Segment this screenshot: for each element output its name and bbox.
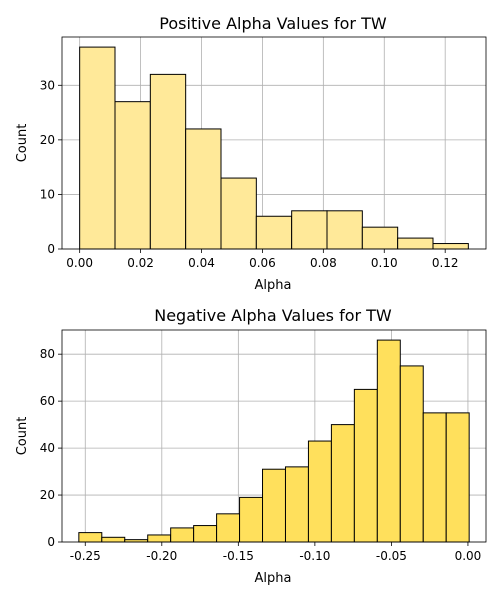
x-axis-label: Alpha (255, 278, 292, 293)
histogram-bar (185, 128, 222, 250)
x-tick-label: 0.00 (455, 549, 482, 563)
x-tick-label: 0.06 (249, 256, 276, 270)
histogram-bar (361, 226, 399, 250)
plot-frame (61, 36, 487, 250)
histogram-bar (376, 339, 401, 543)
y-axis-label: Count (15, 417, 30, 456)
histogram-bar (307, 440, 332, 543)
histogram-bar (262, 468, 286, 543)
x-tick-label: -0.20 (146, 549, 177, 563)
histogram-bar (284, 466, 309, 543)
x-axis-ticks: -0.25 -0.20 -0.15 -0.10 -0.05 0.00 (70, 542, 482, 563)
x-tick-label: 0.00 (66, 256, 93, 270)
histogram-bar (78, 532, 103, 543)
x-tick-label: -0.10 (299, 549, 330, 563)
histogram-bar (147, 534, 172, 543)
histogram-bar (149, 73, 187, 250)
histogram-bar (326, 210, 363, 250)
histogram-bar (79, 46, 116, 250)
histogram-bar (399, 365, 424, 543)
histogram-bar (170, 527, 195, 543)
y-tick-label: 30 (40, 78, 55, 92)
x-tick-label: 0.02 (127, 256, 154, 270)
histogram-bar (255, 215, 293, 250)
histogram-bar (291, 210, 328, 250)
grid (62, 37, 486, 250)
bars (79, 46, 469, 250)
histogram-bar (422, 412, 447, 543)
negative-alpha-histogram: Negative Alpha Values for TW -0.25 -0.20-… (15, 306, 487, 586)
y-tick-label: 20 (40, 133, 55, 147)
histogram-bar (432, 243, 469, 250)
x-tick-label: 0.12 (432, 256, 459, 270)
histogram-bar (220, 177, 257, 250)
x-tick-label: 0.10 (371, 256, 398, 270)
y-tick-label: 0 (47, 242, 55, 256)
histogram-bar (216, 513, 241, 543)
chart-title: Negative Alpha Values for TW (154, 306, 392, 325)
plot-frame (61, 329, 487, 543)
histogram-bar (330, 424, 355, 543)
y-tick-label: 60 (40, 394, 55, 408)
y-tick-label: 0 (47, 535, 55, 549)
histogram-bar (193, 525, 218, 543)
x-axis-ticks: 0.00 0.02 0.04 0.06 0.08 0.10 0.12 (66, 249, 459, 270)
y-axis-label: Count (15, 124, 30, 163)
x-tick-label: 0.04 (188, 256, 215, 270)
y-tick-label: 20 (40, 488, 55, 502)
y-axis-ticks: 0 10 20 30 (40, 78, 62, 256)
histogram-bar (114, 101, 151, 250)
y-axis-ticks: 0 20 40 60 80 (40, 347, 62, 549)
histogram-bar (101, 536, 126, 543)
histogram-bar (353, 388, 378, 543)
x-tick-label: -0.05 (376, 549, 407, 563)
x-axis-label: Alpha (255, 571, 292, 586)
x-tick-label: -0.15 (223, 549, 254, 563)
x-tick-label: -0.25 (70, 549, 101, 563)
histogram-bar (445, 412, 470, 543)
y-tick-label: 40 (40, 441, 55, 455)
histogram-bar (397, 237, 434, 250)
positive-alpha-histogram: Positive Alpha Values for TW 0.00 0.02 0.0… (15, 14, 487, 293)
y-tick-label: 10 (40, 187, 55, 201)
x-tick-label: 0.08 (310, 256, 337, 270)
histogram-bar (239, 496, 264, 543)
bars (78, 339, 470, 543)
chart-title: Positive Alpha Values for TW (159, 14, 387, 33)
y-tick-label: 80 (40, 347, 55, 361)
